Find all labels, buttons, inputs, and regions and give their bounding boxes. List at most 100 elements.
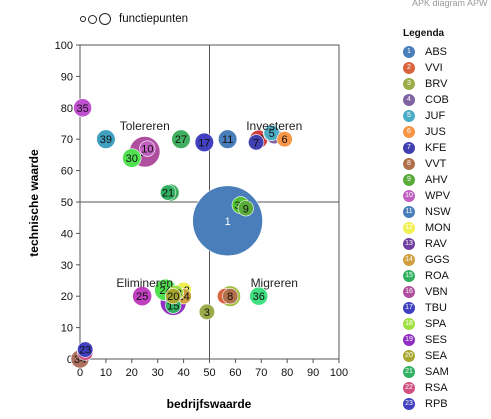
legend-swatch: 4 xyxy=(403,94,415,106)
y-tick-label: 30 xyxy=(61,260,73,272)
bubble-label: 20 xyxy=(167,291,179,303)
legend-item: 9 AHV xyxy=(403,172,491,188)
bubble-5: 5 xyxy=(263,124,280,141)
bubble-point xyxy=(263,124,280,141)
legend-item: 2 VVI xyxy=(403,60,491,76)
bubble-point xyxy=(73,98,92,118)
bubble-label: 23 xyxy=(79,345,91,357)
legend-item: 1 ABS xyxy=(403,44,491,60)
size-small-circle-icon xyxy=(80,16,86,22)
x-tick-label: 40 xyxy=(177,367,189,379)
bubble-11: 11 xyxy=(218,129,238,149)
bubble-point xyxy=(132,286,153,307)
quadrant-label: Migreren xyxy=(251,276,298,290)
bubble-label: 21 xyxy=(162,188,174,200)
legend-item: 21 SAM xyxy=(403,364,491,380)
legend-label: COB xyxy=(425,94,449,106)
bubble-point xyxy=(249,286,269,306)
bubble-25: 25 xyxy=(132,286,153,307)
legend-label: NSW xyxy=(425,206,451,218)
x-tick-label: 10 xyxy=(100,367,112,379)
x-tick-label: 70 xyxy=(255,367,267,379)
bubble-point xyxy=(77,341,94,358)
bubble-point xyxy=(139,140,156,157)
legend-title: Legenda xyxy=(403,28,445,39)
legend-label: KFE xyxy=(425,142,447,154)
bubble-1: 1 xyxy=(192,185,263,257)
legend-swatch: 7 xyxy=(403,142,415,154)
bubble-35: 35 xyxy=(73,98,92,118)
bubble-label: 1 xyxy=(225,216,231,228)
bubble-3: 3 xyxy=(198,303,215,320)
legend-label: JUF xyxy=(425,110,446,122)
x-tick-label: 30 xyxy=(152,367,164,379)
legend-label: ROA xyxy=(425,270,449,282)
x-tick-label: 20 xyxy=(126,367,138,379)
legend-swatch: 11 xyxy=(403,206,415,218)
bubble-point xyxy=(237,200,254,217)
legend-item: 18 SPA xyxy=(403,316,491,332)
legend-swatch: 23 xyxy=(403,398,415,410)
legend-swatch: 15 xyxy=(403,270,415,282)
bubble-8: 8 xyxy=(222,288,239,305)
legend-swatch: 17 xyxy=(403,302,415,314)
legend-label: VVI xyxy=(425,62,443,74)
legend-swatch: 5 xyxy=(403,110,415,122)
legend-item: 4 COB xyxy=(403,92,491,108)
legend-swatch: 22 xyxy=(403,382,415,394)
legend-label: RAV xyxy=(425,238,447,250)
y-axis-label: technische waarde xyxy=(27,149,41,257)
legend-item: 20 SEA xyxy=(403,348,491,364)
legend-swatch: 9 xyxy=(403,174,415,186)
legend-swatch: 20 xyxy=(403,350,415,362)
legend-label: VBN xyxy=(425,286,448,298)
y-tick-label: 20 xyxy=(61,291,73,303)
legend-label: SAM xyxy=(425,366,449,378)
bubble-label: 39 xyxy=(100,134,112,146)
bubble-27: 27 xyxy=(171,129,191,149)
legend-item: 13 RAV xyxy=(403,236,491,252)
legend-label: SEA xyxy=(425,350,448,362)
bubble-point xyxy=(198,303,215,320)
quadrant-label: Elimineren xyxy=(116,276,173,290)
bubble-label: 3 xyxy=(204,307,210,319)
legend-swatch: 6 xyxy=(403,126,415,138)
legend-label: WPV xyxy=(425,190,451,202)
bubble-label: 35 xyxy=(76,103,88,115)
bubble-label: 27 xyxy=(175,134,187,146)
x-tick-label: 100 xyxy=(330,367,348,379)
bubble-point xyxy=(218,129,238,149)
x-tick-label: 0 xyxy=(77,367,83,379)
legend-item: 5 JUF xyxy=(403,108,491,124)
legend-swatch: 8 xyxy=(403,158,415,170)
bubble-point xyxy=(165,288,182,305)
legend-swatch: 21 xyxy=(403,366,415,378)
y-tick-label: 50 xyxy=(61,197,73,209)
size-legend-label: functiepunten xyxy=(119,13,189,25)
bubble-10: 10 xyxy=(139,140,156,157)
y-tick-label: 0 xyxy=(67,354,73,366)
y-tick-label: 80 xyxy=(61,103,73,115)
legend-swatch: 18 xyxy=(403,318,415,330)
legend-label: RSA xyxy=(425,382,448,394)
legend-item: 12 MON xyxy=(403,220,491,236)
bubble-30: 30 xyxy=(122,148,142,168)
legend-item: 7 KFE xyxy=(403,140,491,156)
legend-item: 11 NSW xyxy=(403,204,491,220)
legend-item: 17 TBU xyxy=(403,300,491,316)
bubble-36: 36 xyxy=(249,286,269,306)
bubble-point xyxy=(222,288,239,305)
legend-item: 19 SES xyxy=(403,332,491,348)
bubble-point xyxy=(159,184,177,201)
legend-swatch: 10 xyxy=(403,190,415,202)
bubble-point xyxy=(171,129,191,149)
legend-item: 22 RSA xyxy=(403,380,491,396)
size-legend: functiepunten xyxy=(80,12,188,26)
bubble-label: 17 xyxy=(198,137,210,149)
legend-item: 8 VVT xyxy=(403,156,491,172)
legend-label: JUS xyxy=(425,126,446,138)
legend-swatch: 12 xyxy=(403,222,415,234)
bubble-20: 20 xyxy=(165,288,182,305)
y-tick-label: 40 xyxy=(61,228,73,240)
